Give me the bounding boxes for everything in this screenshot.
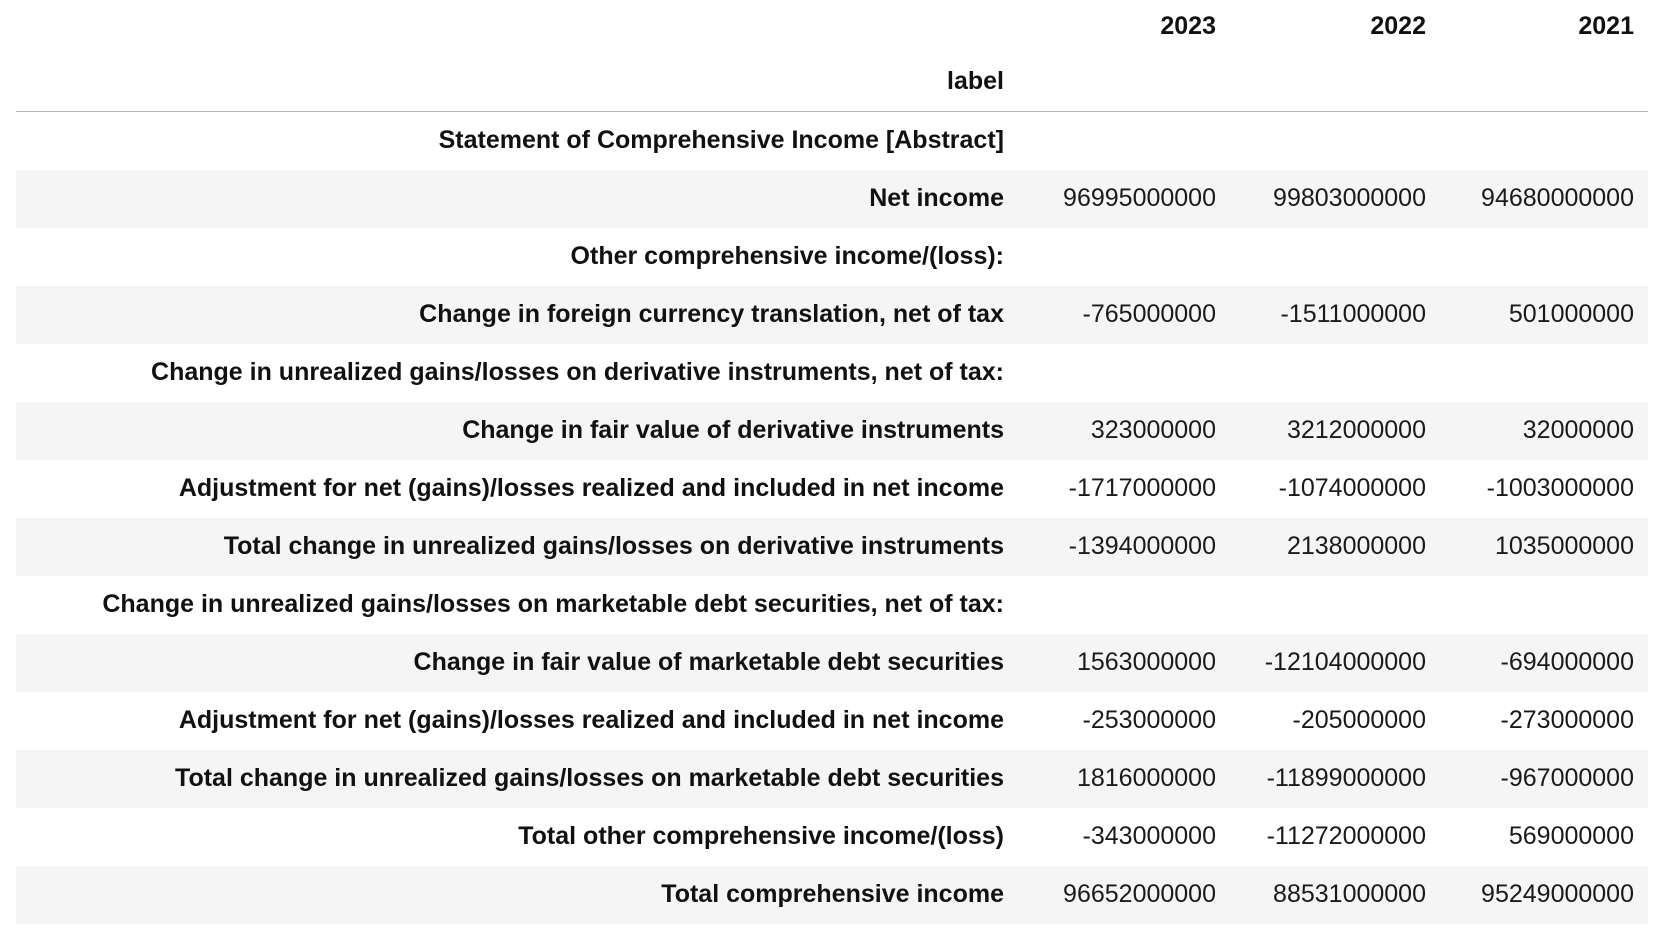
cell-2021: -694000000	[1500, 648, 1634, 676]
cell-2022: -12104000000	[1264, 648, 1426, 676]
cell-2021	[1440, 112, 1648, 170]
column-header-2023: 2023	[1160, 11, 1216, 40]
table-row: Change in fair value of marketable debt …	[16, 633, 1648, 692]
cell-2023: 1563000000	[1076, 648, 1216, 676]
cell-2021: -967000000	[1500, 764, 1634, 792]
row-label: Change in unrealized gains/losses on mar…	[102, 590, 1004, 618]
table-row: Net income 96995000000 99803000000 94680000…	[16, 169, 1648, 228]
cell-2021: 32000000	[1522, 416, 1634, 444]
cell-2021: -1003000000	[1486, 474, 1634, 502]
table-row: Change in foreign currency translation, …	[16, 285, 1648, 344]
table-row: Total change in unrealized gains/losses …	[16, 749, 1648, 808]
cell-2022: -11899000000	[1266, 764, 1426, 792]
cell-2022	[1230, 576, 1440, 634]
column-header-2021: 2021	[1578, 11, 1634, 40]
row-label: Net income	[869, 184, 1004, 212]
cell-2022	[1230, 228, 1440, 286]
cell-2022: -1511000000	[1280, 300, 1426, 328]
cell-2023: 323000000	[1090, 416, 1216, 444]
cell-2023	[1018, 112, 1230, 170]
table-row: Total other comprehensive income/(loss) -…	[16, 807, 1648, 866]
cell-2023: 96995000000	[1063, 184, 1216, 212]
cell-2022	[1230, 344, 1440, 402]
cell-2022: 99803000000	[1273, 184, 1426, 212]
table-row: Adjustment for net (gains)/losses realiz…	[16, 459, 1648, 518]
cell-2023: 1816000000	[1076, 764, 1216, 792]
table-row: Other comprehensive income/(loss):	[16, 227, 1648, 286]
index-name: label	[16, 52, 1018, 112]
table-row: Change in unrealized gains/losses on mar…	[16, 575, 1648, 634]
index-name-row: label	[16, 52, 1648, 112]
cell-2023: -1717000000	[1068, 474, 1216, 502]
row-label: Adjustment for net (gains)/losses realiz…	[178, 706, 1004, 734]
row-label: Total change in unrealized gains/losses …	[223, 532, 1004, 560]
cell-2023: -343000000	[1082, 822, 1216, 850]
cell-2022: -205000000	[1292, 706, 1426, 734]
cell-2022: 3212000000	[1286, 416, 1426, 444]
table-row: Total comprehensive income 96652000000 885…	[16, 865, 1648, 924]
row-label: Total change in unrealized gains/losses …	[175, 764, 1004, 792]
row-label: Adjustment for net (gains)/losses realiz…	[178, 474, 1004, 502]
column-header-row: 2023 2022 2021	[16, 0, 1648, 52]
cell-2021: 95249000000	[1481, 880, 1634, 908]
cell-2021: 1035000000	[1494, 532, 1634, 560]
cell-2021	[1440, 576, 1648, 634]
table-row: Total change in unrealized gains/losses …	[16, 517, 1648, 576]
table-body: Statement of Comprehensive Income [Abstr…	[16, 111, 1648, 924]
row-label: Change in unrealized gains/losses on der…	[151, 358, 1004, 386]
cell-2021: 569000000	[1508, 822, 1634, 850]
comprehensive-income-table: 2023 2022 2021 label Statement of Compre…	[16, 0, 1648, 924]
cell-2021	[1440, 228, 1648, 286]
cell-2023	[1018, 228, 1230, 286]
cell-2023: -1394000000	[1068, 532, 1216, 560]
cell-2023	[1018, 576, 1230, 634]
cell-2022: -11272000000	[1266, 822, 1426, 850]
row-label: Statement of Comprehensive Income [Abstr…	[438, 126, 1004, 155]
cell-2021: -273000000	[1500, 706, 1634, 734]
row-label: Change in fair value of marketable debt …	[413, 648, 1004, 676]
cell-2021: 501000000	[1508, 300, 1634, 328]
cell-2023: 96652000000	[1063, 880, 1216, 908]
row-label: Change in fair value of derivative instr…	[462, 416, 1004, 444]
cell-2023: -765000000	[1082, 300, 1216, 328]
row-label: Other comprehensive income/(loss):	[570, 242, 1004, 270]
row-label: Total other comprehensive income/(loss)	[518, 822, 1004, 850]
table-row: Adjustment for net (gains)/losses realiz…	[16, 691, 1648, 750]
cell-2022: -1074000000	[1278, 474, 1426, 502]
column-header-2022: 2022	[1370, 11, 1426, 40]
cell-2022: 2138000000	[1286, 532, 1426, 560]
table-row: Change in fair value of derivative instr…	[16, 401, 1648, 460]
row-label: Total comprehensive income	[661, 880, 1004, 908]
table-row: Statement of Comprehensive Income [Abstr…	[16, 111, 1648, 170]
cell-2023	[1018, 344, 1230, 402]
row-label: Change in foreign currency translation, …	[419, 300, 1004, 328]
cell-2021	[1440, 344, 1648, 402]
cell-2022	[1230, 112, 1440, 170]
cell-2023: -253000000	[1082, 706, 1216, 734]
cell-2021: 94680000000	[1481, 184, 1634, 212]
table-row: Change in unrealized gains/losses on der…	[16, 343, 1648, 402]
cell-2022: 88531000000	[1273, 880, 1426, 908]
table-header: 2023 2022 2021 label	[16, 0, 1648, 112]
header-corner	[16, 0, 1018, 52]
